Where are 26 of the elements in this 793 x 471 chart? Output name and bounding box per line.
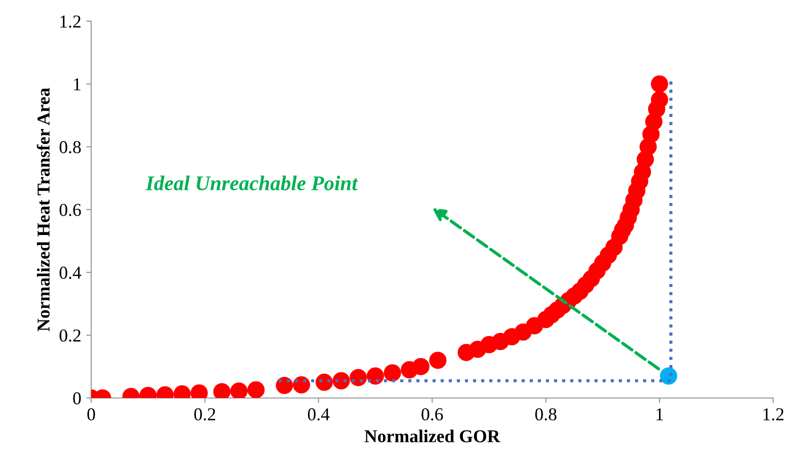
y-tick-label: 0.2	[60, 329, 80, 342]
y-tick-label: 1.2	[60, 16, 80, 28]
x-tick-label: 0	[87, 408, 96, 420]
point	[650, 91, 668, 108]
y-axis-title: Normalized Heat Transfer Area	[36, 88, 50, 332]
x-tick-label: 1.2	[763, 408, 784, 421]
y-tick-label: 0.4	[60, 266, 82, 279]
point	[650, 75, 668, 93]
y-tick-label: 0.6	[60, 204, 81, 216]
point	[429, 352, 446, 369]
y-tick-label: 0.8	[60, 141, 81, 154]
point	[366, 367, 384, 385]
x-axis-title: Normalized GOR	[364, 430, 500, 442]
point	[384, 364, 402, 382]
y-tick-label: 1	[74, 78, 80, 90]
annotation: Ideal Unreachable Point	[146, 176, 358, 190]
point	[247, 381, 265, 398]
x-tick-label: 1	[656, 408, 663, 420]
x-tick-label: 0.4	[308, 408, 330, 421]
y-tick-label: 0	[73, 392, 81, 404]
x-tick-label: 0.2	[194, 408, 216, 421]
x-tick-label: 0.6	[422, 408, 443, 421]
point	[230, 382, 248, 398]
point	[213, 383, 231, 398]
x-tick-label: 0.8	[535, 408, 556, 421]
point	[412, 358, 430, 376]
